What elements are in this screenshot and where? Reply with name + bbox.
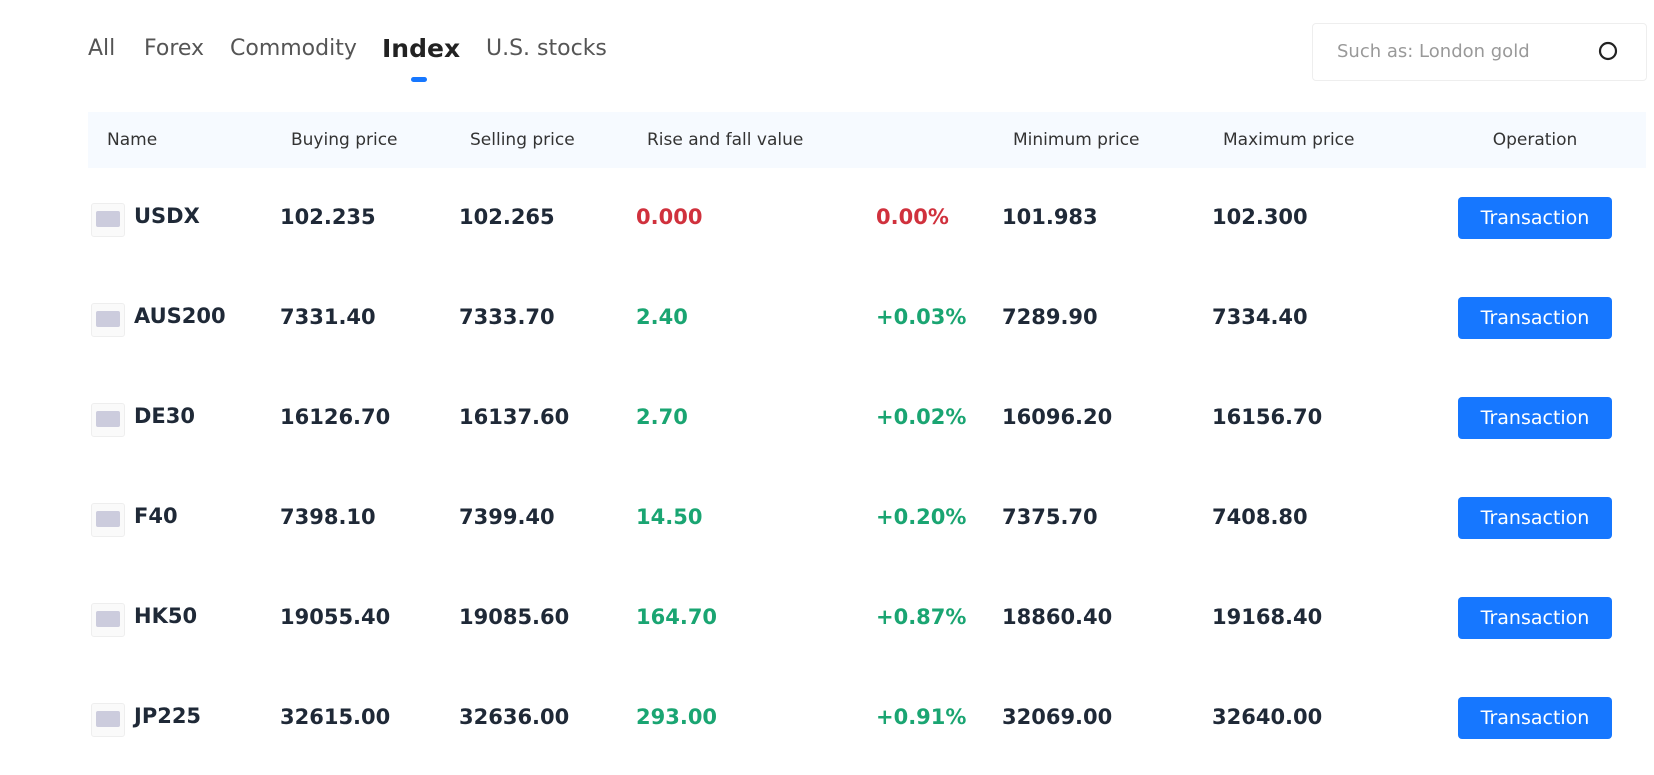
buy-value: 7398.10	[280, 505, 376, 529]
sell-value: 32636.00	[459, 705, 570, 729]
flag-icon	[91, 403, 125, 437]
search-placeholder: Such as: London gold	[1337, 41, 1530, 62]
flag-icon	[91, 303, 125, 337]
max-value: 7334.40	[1212, 305, 1308, 329]
change-value: 2.70	[636, 405, 688, 429]
flag-icon	[91, 603, 125, 637]
flag-icon	[91, 503, 125, 537]
symbol: DE30	[134, 404, 196, 428]
buy-value: 102.235	[280, 205, 376, 229]
change-value: 0.000	[636, 205, 703, 229]
column-header: Rise and fall value	[647, 130, 804, 150]
search-box[interactable]: Such as: London gold	[1312, 23, 1647, 81]
buy-value: 32615.00	[280, 705, 391, 729]
min-value: 7289.90	[1002, 305, 1098, 329]
transaction-button[interactable]: Transaction	[1458, 397, 1612, 439]
symbol: JP225	[134, 704, 202, 728]
tab[interactable]: All	[88, 36, 116, 61]
min-value: 32069.00	[1002, 705, 1113, 729]
change-value: 14.50	[636, 505, 703, 529]
table-header	[88, 112, 1646, 168]
min-value: 18860.40	[1002, 605, 1113, 629]
pct-value: 0.00%	[876, 205, 949, 229]
tab-indicator	[411, 77, 427, 82]
change-value: 293.00	[636, 705, 718, 729]
sell-value: 19085.60	[459, 605, 570, 629]
symbol: F40	[134, 504, 178, 528]
tab[interactable]: Forex	[144, 36, 205, 61]
sell-value: 7399.40	[459, 505, 555, 529]
max-value: 32640.00	[1212, 705, 1323, 729]
pct-value: +0.03%	[876, 305, 967, 329]
max-value: 19168.40	[1212, 605, 1323, 629]
transaction-button[interactable]: Transaction	[1458, 297, 1612, 339]
max-value: 7408.80	[1212, 505, 1308, 529]
pct-value: +0.20%	[876, 505, 967, 529]
transaction-button[interactable]: Transaction	[1458, 597, 1612, 639]
transaction-button[interactable]: Transaction	[1458, 197, 1612, 239]
tab[interactable]: Commodity	[230, 36, 357, 61]
symbol: HK50	[134, 604, 198, 628]
max-value: 16156.70	[1212, 405, 1323, 429]
flag-icon	[91, 703, 125, 737]
min-value: 16096.20	[1002, 405, 1113, 429]
pct-value: +0.87%	[876, 605, 967, 629]
pct-value: +0.91%	[876, 705, 967, 729]
pct-value: +0.02%	[876, 405, 967, 429]
sell-value: 7333.70	[459, 305, 555, 329]
buy-value: 19055.40	[280, 605, 391, 629]
sell-value: 16137.60	[459, 405, 570, 429]
column-header: Buying price	[291, 130, 398, 150]
column-header: Name	[107, 130, 158, 150]
tab[interactable]: U.S. stocks	[486, 36, 607, 61]
column-header: Maximum price	[1223, 130, 1355, 150]
tab[interactable]: Index	[382, 34, 461, 63]
symbol: AUS200	[134, 304, 226, 328]
change-value: 2.40	[636, 305, 688, 329]
search-icon[interactable]	[1597, 40, 1621, 64]
column-header: Selling price	[470, 130, 575, 150]
column-header: Minimum price	[1013, 130, 1140, 150]
min-value: 7375.70	[1002, 505, 1098, 529]
transaction-button[interactable]: Transaction	[1458, 497, 1612, 539]
flag-icon	[91, 203, 125, 237]
symbol: USDX	[134, 204, 200, 228]
buy-value: 7331.40	[280, 305, 376, 329]
column-header: Operation	[1492, 130, 1578, 150]
sell-value: 102.265	[459, 205, 555, 229]
change-value: 164.70	[636, 605, 718, 629]
buy-value: 16126.70	[280, 405, 391, 429]
min-value: 101.983	[1002, 205, 1098, 229]
transaction-button[interactable]: Transaction	[1458, 697, 1612, 739]
max-value: 102.300	[1212, 205, 1308, 229]
